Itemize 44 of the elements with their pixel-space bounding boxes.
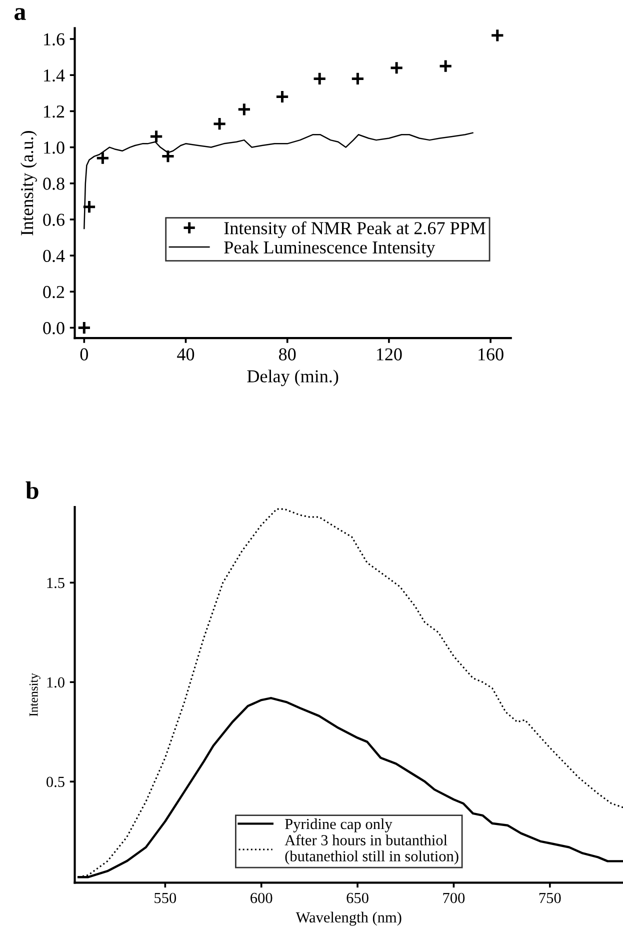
- point: [82, 200, 96, 214]
- y-tick-label: 0.8: [43, 178, 64, 190]
- y-tick-label: 0.0: [43, 322, 64, 334]
- y-tick-label: 1.0: [47, 677, 64, 688]
- y-tick-label: 1.0: [44, 142, 64, 154]
- legend-label: Intensity of NMR Peak at 2.67 PPM: [224, 221, 486, 238]
- x-tick-label: 40: [177, 348, 194, 360]
- y-tick-label: 1.6: [44, 33, 64, 46]
- point: [237, 102, 252, 116]
- x-tick-label: 700: [443, 892, 465, 904]
- x-tick-label: 80: [279, 348, 296, 360]
- point: [390, 60, 404, 75]
- point: [350, 72, 365, 86]
- x-tick-label: 600: [250, 892, 272, 904]
- point: [275, 90, 290, 104]
- x-axis-title: Delay (min.): [247, 370, 338, 386]
- legend-label: Pyridine cap only: [285, 818, 392, 832]
- y-tick-label: 1.2: [44, 105, 64, 118]
- x-tick-label: 750: [539, 892, 561, 904]
- legend-label: Peak Luminescence Intensity: [224, 240, 436, 258]
- x-tick-label: 650: [346, 892, 368, 904]
- y-axis-title: Intensity: [29, 673, 40, 716]
- point: [160, 149, 176, 164]
- x-tick-label: 160: [478, 348, 504, 360]
- chart-title: a: [14, 8, 26, 20]
- y-axis-title: Intensity (a.u.): [20, 131, 37, 236]
- y-tick-label: 0.2: [43, 286, 64, 298]
- y-tick-label: 0.4: [43, 250, 65, 262]
- point: [438, 59, 453, 74]
- point: [149, 129, 164, 144]
- x-tick-label: 550: [154, 892, 176, 904]
- x-tick-label: 120: [376, 348, 402, 360]
- point: [312, 72, 327, 86]
- y-tick-label: 0.6: [43, 214, 64, 226]
- x-tick-label: 0: [80, 348, 88, 360]
- legend-label: After 3 hours in butanthiol (butanethiol still in solution): [284, 834, 458, 864]
- y-tick-label: 1.5: [47, 578, 64, 588]
- x-axis-title: Wavelength (nm): [296, 912, 402, 926]
- y-tick-label: 0.5: [46, 776, 64, 788]
- point: [212, 116, 227, 131]
- y-tick-label: 1.4: [44, 69, 65, 82]
- chart-title: b: [26, 481, 38, 499]
- point: [96, 151, 110, 166]
- point: [490, 28, 504, 42]
